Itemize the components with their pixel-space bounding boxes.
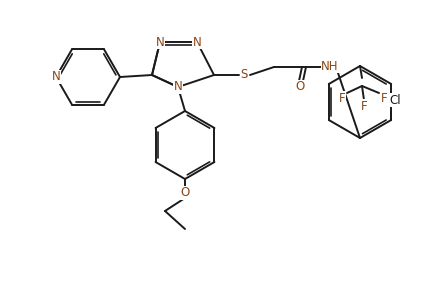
Text: F: F [360,99,367,113]
Text: N: N [52,70,60,83]
Text: S: S [240,69,247,81]
Text: O: O [295,80,304,94]
Text: N: N [173,80,182,94]
Text: O: O [180,187,190,200]
Text: N: N [193,36,201,48]
Text: F: F [381,91,387,105]
Text: Cl: Cl [389,94,401,107]
Text: N: N [155,36,164,48]
Text: F: F [339,91,345,105]
Text: NH: NH [321,59,339,72]
